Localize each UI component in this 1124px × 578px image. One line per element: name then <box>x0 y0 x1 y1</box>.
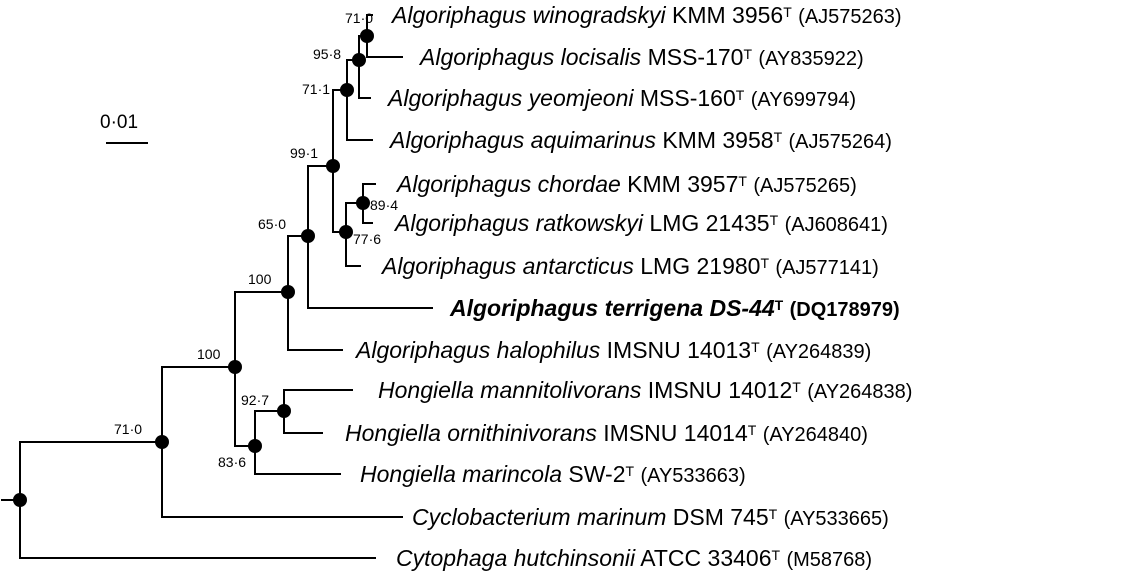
node-100-upper <box>281 285 295 299</box>
node-92-7 <box>277 404 291 418</box>
taxon-label-mannitolivorans: Hongiella mannitolivorans IMSNU 14012T (… <box>378 377 913 403</box>
taxon-label-ornithinivorans: Hongiella ornithinivorans IMSNU 14014T (… <box>345 420 868 446</box>
taxon-label-cyclobacterium: Cyclobacterium marinum DSM 745T (AY53366… <box>412 504 889 530</box>
bootstrap-label: 100 <box>248 271 272 287</box>
taxon-label-locisalis: Algoriphagus locisalis MSS-170T (AY83592… <box>420 44 864 70</box>
node-89-4 <box>356 196 370 210</box>
bootstrap-label: 71·0 <box>345 10 374 26</box>
node-71-0 <box>155 435 169 449</box>
taxon-label-terrigena: Algoriphagus terrigena DS-44T (DQ178979) <box>450 295 900 321</box>
taxon-label-cytophaga: Cytophaga hutchinsonii ATCC 33406T (M587… <box>396 545 873 571</box>
taxon-label-halophilus: Algoriphagus halophilus IMSNU 14013T (AY… <box>356 337 872 363</box>
bootstrap-label: 100 <box>197 346 221 362</box>
taxon-label-ratkowskyi: Algoriphagus ratkowskyi LMG 21435T (AJ60… <box>395 210 888 236</box>
bootstrap-label: 99·1 <box>290 145 319 161</box>
bootstrap-label: 95·8 <box>313 46 342 62</box>
taxon-label-antarcticus: Algoriphagus antarcticus LMG 21980T (AJ5… <box>382 253 879 279</box>
node-65-0 <box>301 229 315 243</box>
scale-bar-label: 0·01 <box>100 112 139 133</box>
bootstrap-label: 71·0 <box>114 421 143 437</box>
node-71-0-top <box>360 29 374 43</box>
bootstrap-label: 77·6 <box>353 231 382 247</box>
taxon-label-marincola: Hongiella marincola SW-2T (AY533663) <box>360 461 746 487</box>
node-root <box>13 493 27 507</box>
bootstrap-label: 83·6 <box>218 454 247 470</box>
taxon-label-aquimarinus: Algoriphagus aquimarinus KMM 3958T (AJ57… <box>390 127 892 153</box>
node-99-1 <box>326 159 340 173</box>
bootstrap-label: 71·1 <box>302 81 331 97</box>
bootstrap-label: 65·0 <box>258 216 287 232</box>
taxon-label-chordae: Algoriphagus chordae KMM 3957T (AJ575265… <box>397 171 857 197</box>
node-83-6 <box>248 439 262 453</box>
node-71-1 <box>340 83 354 97</box>
node-100-lower <box>228 360 242 374</box>
taxon-label-winogradskyi: Algoriphagus winogradskyi KMM 3956T (AJ5… <box>392 2 902 28</box>
taxon-label-yeomjeoni: Algoriphagus yeomjeoni MSS-160T (AY69979… <box>388 85 856 111</box>
bootstrap-label: 89·4 <box>370 197 399 213</box>
bootstrap-label: 92·7 <box>241 392 270 408</box>
node-95-8 <box>352 53 366 67</box>
node-77-6 <box>339 225 353 239</box>
